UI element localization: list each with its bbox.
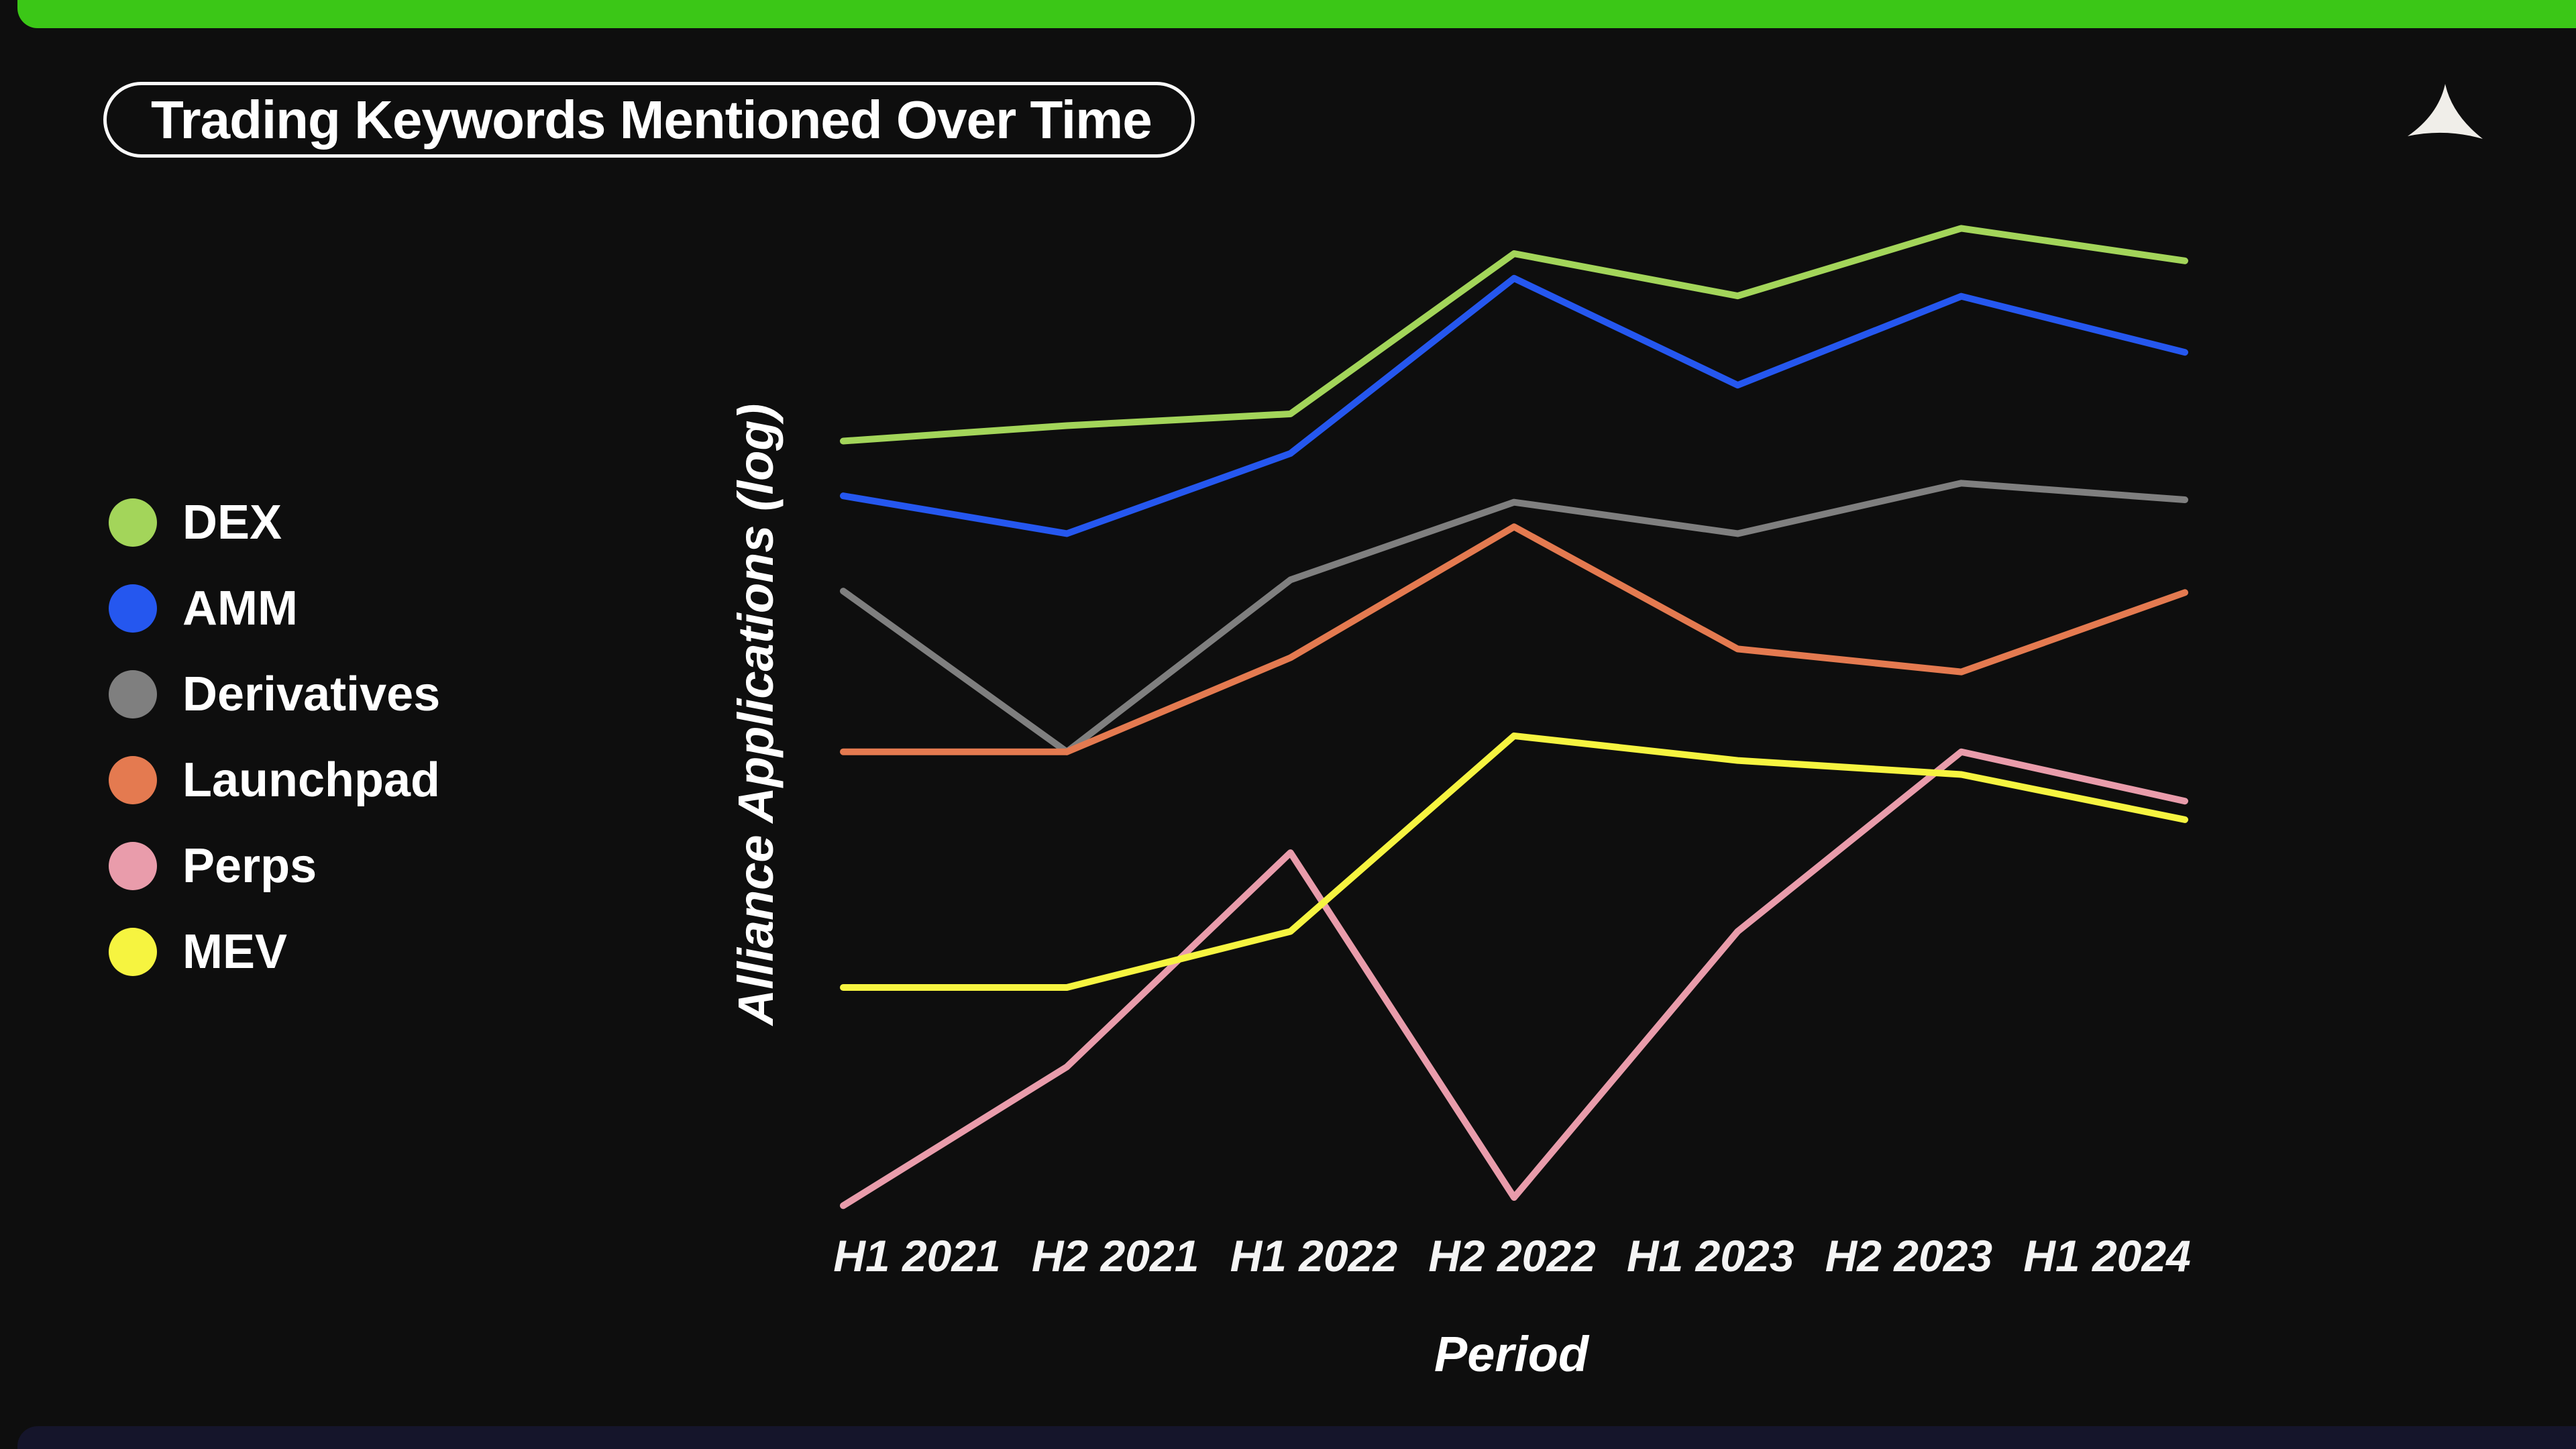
x-tick-label: H1 2023	[1627, 1231, 1794, 1281]
bottom-bar	[17, 1426, 2576, 1449]
page-title: Trading Keywords Mentioned Over Time	[151, 89, 1152, 150]
legend-label: AMM	[182, 582, 298, 635]
legend-item-mev[interactable]: MEV	[109, 924, 440, 979]
chart-legend: DEX AMM Derivatives Launchpad Perps MEV	[109, 495, 440, 1010]
legend-label: DEX	[182, 496, 282, 549]
x-tick-label: H1 2024	[2023, 1231, 2191, 1281]
legend-item-launchpad[interactable]: Launchpad	[109, 753, 440, 808]
y-axis-title: Alliance Applications (log)	[728, 404, 784, 1026]
series-line-amm[interactable]	[840, 274, 2188, 537]
legend-swatch-icon	[109, 670, 157, 718]
x-tick-label: H1 2021	[833, 1231, 1001, 1281]
legend-item-dex[interactable]: DEX	[109, 495, 440, 550]
legend-swatch-icon	[109, 842, 157, 890]
x-axis-title: Period	[1434, 1326, 1590, 1382]
legend-item-derivatives[interactable]: Derivatives	[109, 667, 440, 722]
x-tick-label: H2 2022	[1428, 1231, 1596, 1281]
legend-item-perps[interactable]: Perps	[109, 839, 440, 894]
legend-swatch-icon	[109, 756, 157, 804]
x-tick-label: H1 2022	[1230, 1231, 1398, 1281]
legend-swatch-icon	[109, 584, 157, 633]
legend-item-amm[interactable]: AMM	[109, 581, 440, 636]
legend-label: Launchpad	[182, 753, 441, 807]
legend-label: Derivatives	[182, 667, 441, 721]
series-line-launchpad[interactable]	[840, 523, 2188, 755]
legend-label: MEV	[182, 925, 288, 979]
series-line-dex[interactable]	[840, 225, 2188, 445]
series-line-perps[interactable]	[840, 748, 2188, 1210]
legend-swatch-icon	[109, 498, 157, 547]
legend-label: Perps	[182, 839, 317, 893]
top-accent-bar	[17, 0, 2576, 28]
series-line-mev[interactable]	[840, 732, 2188, 991]
chart-title-box: Trading Keywords Mentioned Over Time	[103, 82, 1195, 158]
x-tick-label: H2 2023	[1825, 1231, 1993, 1281]
legend-swatch-icon	[109, 928, 157, 976]
alliance-logo-icon	[2404, 84, 2487, 155]
x-tick-label: H2 2021	[1032, 1231, 1199, 1281]
